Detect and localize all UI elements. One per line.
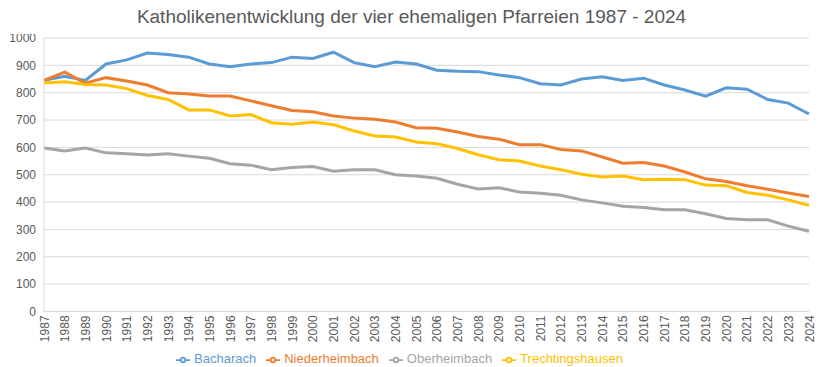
svg-text:2018: 2018 <box>678 315 692 342</box>
svg-text:600: 600 <box>16 141 36 155</box>
svg-text:1997: 1997 <box>244 315 258 342</box>
html-text:Katholikenentwicklung der vier: Katholikenentwicklung der vier ehemalige… <box>136 6 687 27</box>
svg-text:1992: 1992 <box>141 315 155 342</box>
svg-text:1996: 1996 <box>224 315 238 342</box>
svg-text:2020: 2020 <box>720 315 734 342</box>
svg-text:1995: 1995 <box>203 315 217 342</box>
svg-text:1998: 1998 <box>265 315 279 342</box>
svg-text:200: 200 <box>16 250 36 264</box>
svg-text:800: 800 <box>16 86 36 100</box>
html-text:Oberheimbach: Oberheimbach <box>406 351 493 367</box>
svg-text:2006: 2006 <box>430 315 444 342</box>
svg-text:400: 400 <box>16 195 36 209</box>
svg-text:2008: 2008 <box>472 315 486 342</box>
svg-text:2010: 2010 <box>513 315 527 342</box>
svg-text:0: 0 <box>29 305 36 319</box>
svg-text:2002: 2002 <box>348 315 362 342</box>
svg-text:2012: 2012 <box>554 315 568 342</box>
svg-text:2024: 2024 <box>803 315 815 342</box>
svg-text:2013: 2013 <box>575 315 589 342</box>
svg-text:2004: 2004 <box>389 315 403 342</box>
html-text:Trechtingshausen: Trechtingshausen <box>520 351 623 367</box>
svg-text:2023: 2023 <box>782 315 796 342</box>
svg-text:100: 100 <box>16 277 36 291</box>
svg-text:1999: 1999 <box>286 315 300 342</box>
svg-text:1987: 1987 <box>38 315 52 342</box>
svg-text:2014: 2014 <box>596 315 610 342</box>
svg-text:2021: 2021 <box>740 315 754 342</box>
svg-text:300: 300 <box>16 223 36 237</box>
svg-text:1993: 1993 <box>162 315 176 342</box>
svg-text:700: 700 <box>16 113 36 127</box>
svg-text:2000: 2000 <box>306 315 320 342</box>
svg-text:2011: 2011 <box>534 315 548 341</box>
svg-text:2003: 2003 <box>368 315 382 342</box>
svg-text:2015: 2015 <box>616 315 630 342</box>
svg-text:1990: 1990 <box>100 315 114 342</box>
svg-text:2017: 2017 <box>658 315 672 342</box>
svg-text:1991: 1991 <box>120 315 134 342</box>
svg-text:1988: 1988 <box>58 315 72 342</box>
svg-text:1000: 1000 <box>9 34 36 45</box>
svg-text:2001: 2001 <box>327 315 341 342</box>
svg-text:2022: 2022 <box>761 315 775 342</box>
svg-text:2009: 2009 <box>492 315 506 342</box>
html-text:Bacharach: Bacharach <box>194 351 257 367</box>
svg-text:500: 500 <box>16 168 36 182</box>
svg-text:1994: 1994 <box>182 315 196 342</box>
svg-text:2019: 2019 <box>699 315 713 342</box>
svg-text:2007: 2007 <box>451 315 465 342</box>
svg-text:2005: 2005 <box>410 315 424 342</box>
html-text:Niederheimbach: Niederheimbach <box>284 351 379 367</box>
svg-text:2016: 2016 <box>637 315 651 342</box>
svg-text:1989: 1989 <box>79 315 93 342</box>
svg-text:900: 900 <box>16 59 36 73</box>
